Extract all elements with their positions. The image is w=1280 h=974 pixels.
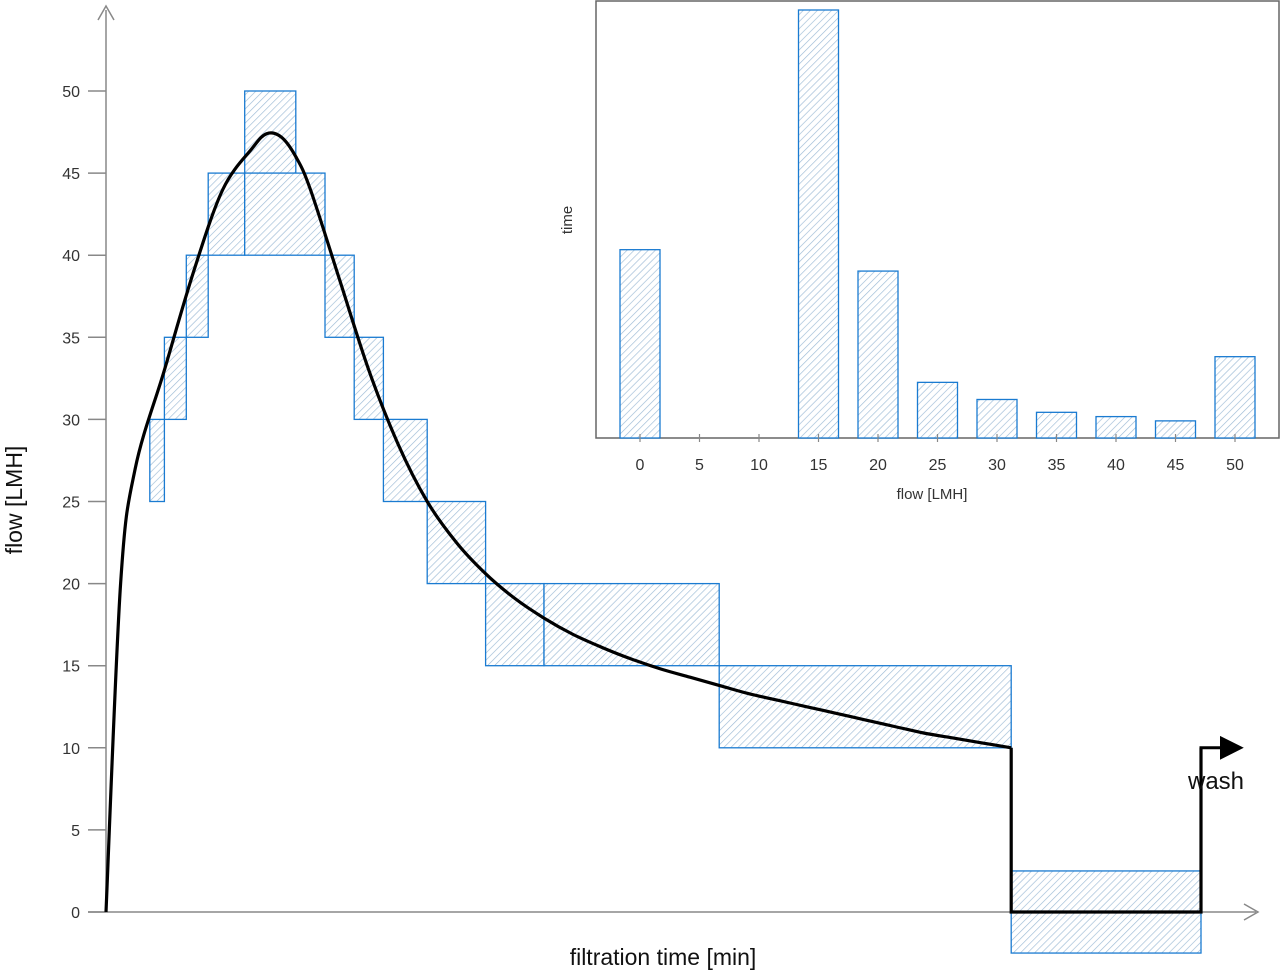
inset-x-tick-label: 50 — [1226, 457, 1244, 474]
y-tick-label: 10 — [62, 741, 80, 758]
y-tick-label: 0 — [71, 905, 80, 922]
inset-y-axis-title: time — [559, 206, 576, 234]
inset-x-axis-title: flow [LMH] — [897, 486, 968, 503]
y-tick-label: 50 — [62, 84, 80, 101]
flow-curve — [104, 131, 1012, 913]
step-bar — [543, 582, 720, 667]
inset-bar — [619, 249, 661, 439]
y-tick-label: 5 — [71, 823, 80, 840]
y-tick-label: 25 — [62, 495, 80, 512]
y-tick-label: 45 — [62, 166, 80, 183]
inset-bar — [1214, 356, 1256, 439]
inset-bar — [797, 9, 840, 439]
inset-bar — [916, 381, 959, 439]
inset-x-tick-label: 10 — [750, 457, 768, 474]
inset-bar — [976, 398, 1018, 439]
inset-x-tick-label: 5 — [695, 457, 704, 474]
y-axis-arrow-icon — [97, 4, 115, 21]
inset-frame — [595, 0, 1280, 439]
y-tick-label: 40 — [62, 248, 80, 265]
x-axis-arrow-icon — [1243, 903, 1260, 921]
step-bar — [324, 254, 355, 338]
inset-x-tick-label: 40 — [1107, 457, 1125, 474]
step-bar — [149, 418, 166, 503]
inset-x-tick-label: 15 — [810, 457, 828, 474]
wash-step-line — [1009, 747, 1203, 914]
inset-x-tick-label: 25 — [929, 457, 947, 474]
inset-x-tick-label: 0 — [636, 457, 645, 474]
y-tick-label: 15 — [62, 659, 80, 676]
y-tick-labels: 0 5 10 15 20 25 30 35 40 45 50 — [62, 84, 106, 922]
inset-x-tick-label: 30 — [988, 457, 1006, 474]
step-bar — [185, 254, 209, 338]
inset-chart: 0 5 10 15 20 25 30 35 40 45 50 flow [LMH] time — [559, 0, 1280, 503]
inset-bars — [619, 9, 1256, 439]
y-tick-label: 30 — [62, 412, 80, 429]
y-tick-label: 35 — [62, 330, 80, 347]
x-axis-title: filtration time [min] — [570, 944, 757, 970]
inset-x-tick-label: 20 — [869, 457, 887, 474]
y-tick-label: 20 — [62, 577, 80, 594]
y-axis-title: flow [LMH] — [1, 446, 27, 555]
step-bar — [244, 172, 326, 256]
wash-annotation: wash — [1187, 768, 1244, 795]
inset-x-tick-label: 35 — [1048, 457, 1066, 474]
step-bar — [353, 336, 385, 421]
step-bar — [484, 582, 545, 667]
flow-curve-group — [104, 131, 1244, 914]
inset-bar — [857, 270, 899, 439]
step-bar — [718, 665, 1012, 749]
step-bar — [163, 336, 187, 421]
inset-x-tick-label: 45 — [1167, 457, 1185, 474]
inset-x-tick-labels: 0 5 10 15 20 25 30 35 40 45 50 — [636, 434, 1244, 474]
